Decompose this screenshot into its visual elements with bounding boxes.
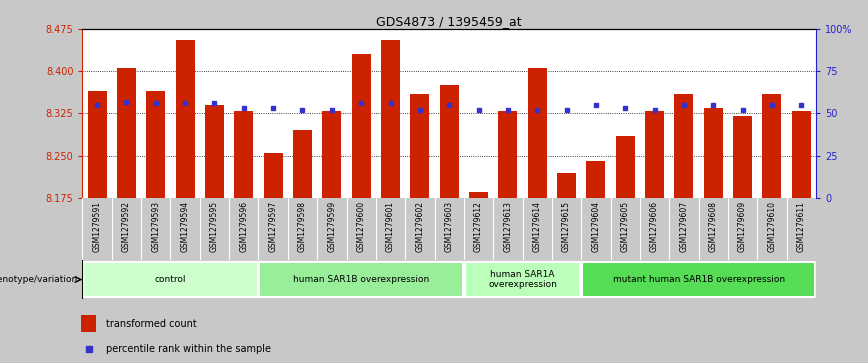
Bar — [411, 94, 430, 198]
Bar — [615, 136, 635, 198]
Text: GSM1279613: GSM1279613 — [503, 201, 512, 252]
Text: GSM1279611: GSM1279611 — [797, 201, 806, 252]
Text: GSM1279609: GSM1279609 — [738, 201, 747, 252]
Text: human SAR1B overexpression: human SAR1B overexpression — [293, 275, 430, 284]
FancyBboxPatch shape — [464, 261, 581, 298]
Text: GSM1279591: GSM1279591 — [93, 201, 102, 252]
Text: transformed count: transformed count — [106, 319, 197, 329]
Text: GSM1279608: GSM1279608 — [709, 201, 718, 252]
Text: GSM1279605: GSM1279605 — [621, 201, 629, 252]
Text: GSM1279610: GSM1279610 — [767, 201, 776, 252]
Text: GSM1279598: GSM1279598 — [298, 201, 307, 252]
Text: GSM1279600: GSM1279600 — [357, 201, 365, 252]
Text: GSM1279593: GSM1279593 — [151, 201, 161, 252]
FancyBboxPatch shape — [260, 261, 463, 298]
Text: GSM1279603: GSM1279603 — [444, 201, 454, 252]
Text: GSM1279594: GSM1279594 — [181, 201, 189, 252]
Text: GSM1279612: GSM1279612 — [474, 201, 483, 252]
Bar — [82, 315, 96, 333]
Text: mutant human SAR1B overexpression: mutant human SAR1B overexpression — [613, 275, 785, 284]
Bar — [587, 161, 605, 198]
Title: GDS4873 / 1395459_at: GDS4873 / 1395459_at — [377, 15, 522, 28]
Text: human SAR1A
overexpression: human SAR1A overexpression — [488, 270, 557, 289]
Text: GSM1279614: GSM1279614 — [533, 201, 542, 252]
Bar — [674, 94, 694, 198]
FancyBboxPatch shape — [83, 261, 258, 298]
Bar — [762, 94, 781, 198]
Bar — [528, 69, 547, 198]
Bar — [175, 40, 194, 198]
Text: GSM1279595: GSM1279595 — [210, 201, 219, 252]
Bar — [205, 105, 224, 198]
Text: GSM1279615: GSM1279615 — [562, 201, 571, 252]
Text: percentile rank within the sample: percentile rank within the sample — [106, 344, 271, 354]
Text: GSM1279592: GSM1279592 — [122, 201, 131, 252]
Text: GSM1279602: GSM1279602 — [416, 201, 424, 252]
Bar — [264, 153, 283, 198]
Bar — [147, 91, 165, 198]
Bar — [322, 111, 341, 198]
Bar — [88, 91, 107, 198]
Bar — [733, 116, 752, 198]
Text: GSM1279599: GSM1279599 — [327, 201, 336, 252]
Bar — [293, 130, 312, 198]
Bar — [381, 40, 400, 198]
Bar — [557, 172, 576, 198]
Text: GSM1279607: GSM1279607 — [680, 201, 688, 252]
Bar — [645, 111, 664, 198]
Text: GSM1279596: GSM1279596 — [240, 201, 248, 252]
Text: GSM1279606: GSM1279606 — [650, 201, 659, 252]
Text: control: control — [155, 275, 187, 284]
Text: GSM1279597: GSM1279597 — [269, 201, 278, 252]
Bar — [498, 111, 517, 198]
Bar — [704, 108, 723, 198]
Text: GSM1279604: GSM1279604 — [591, 201, 601, 252]
Bar — [469, 192, 488, 198]
Bar — [234, 111, 253, 198]
Bar — [352, 54, 371, 198]
Bar — [117, 69, 136, 198]
FancyBboxPatch shape — [582, 261, 815, 298]
Bar — [792, 111, 811, 198]
Text: genotype/variation: genotype/variation — [0, 275, 78, 284]
Bar — [440, 85, 458, 198]
Text: GSM1279601: GSM1279601 — [386, 201, 395, 252]
